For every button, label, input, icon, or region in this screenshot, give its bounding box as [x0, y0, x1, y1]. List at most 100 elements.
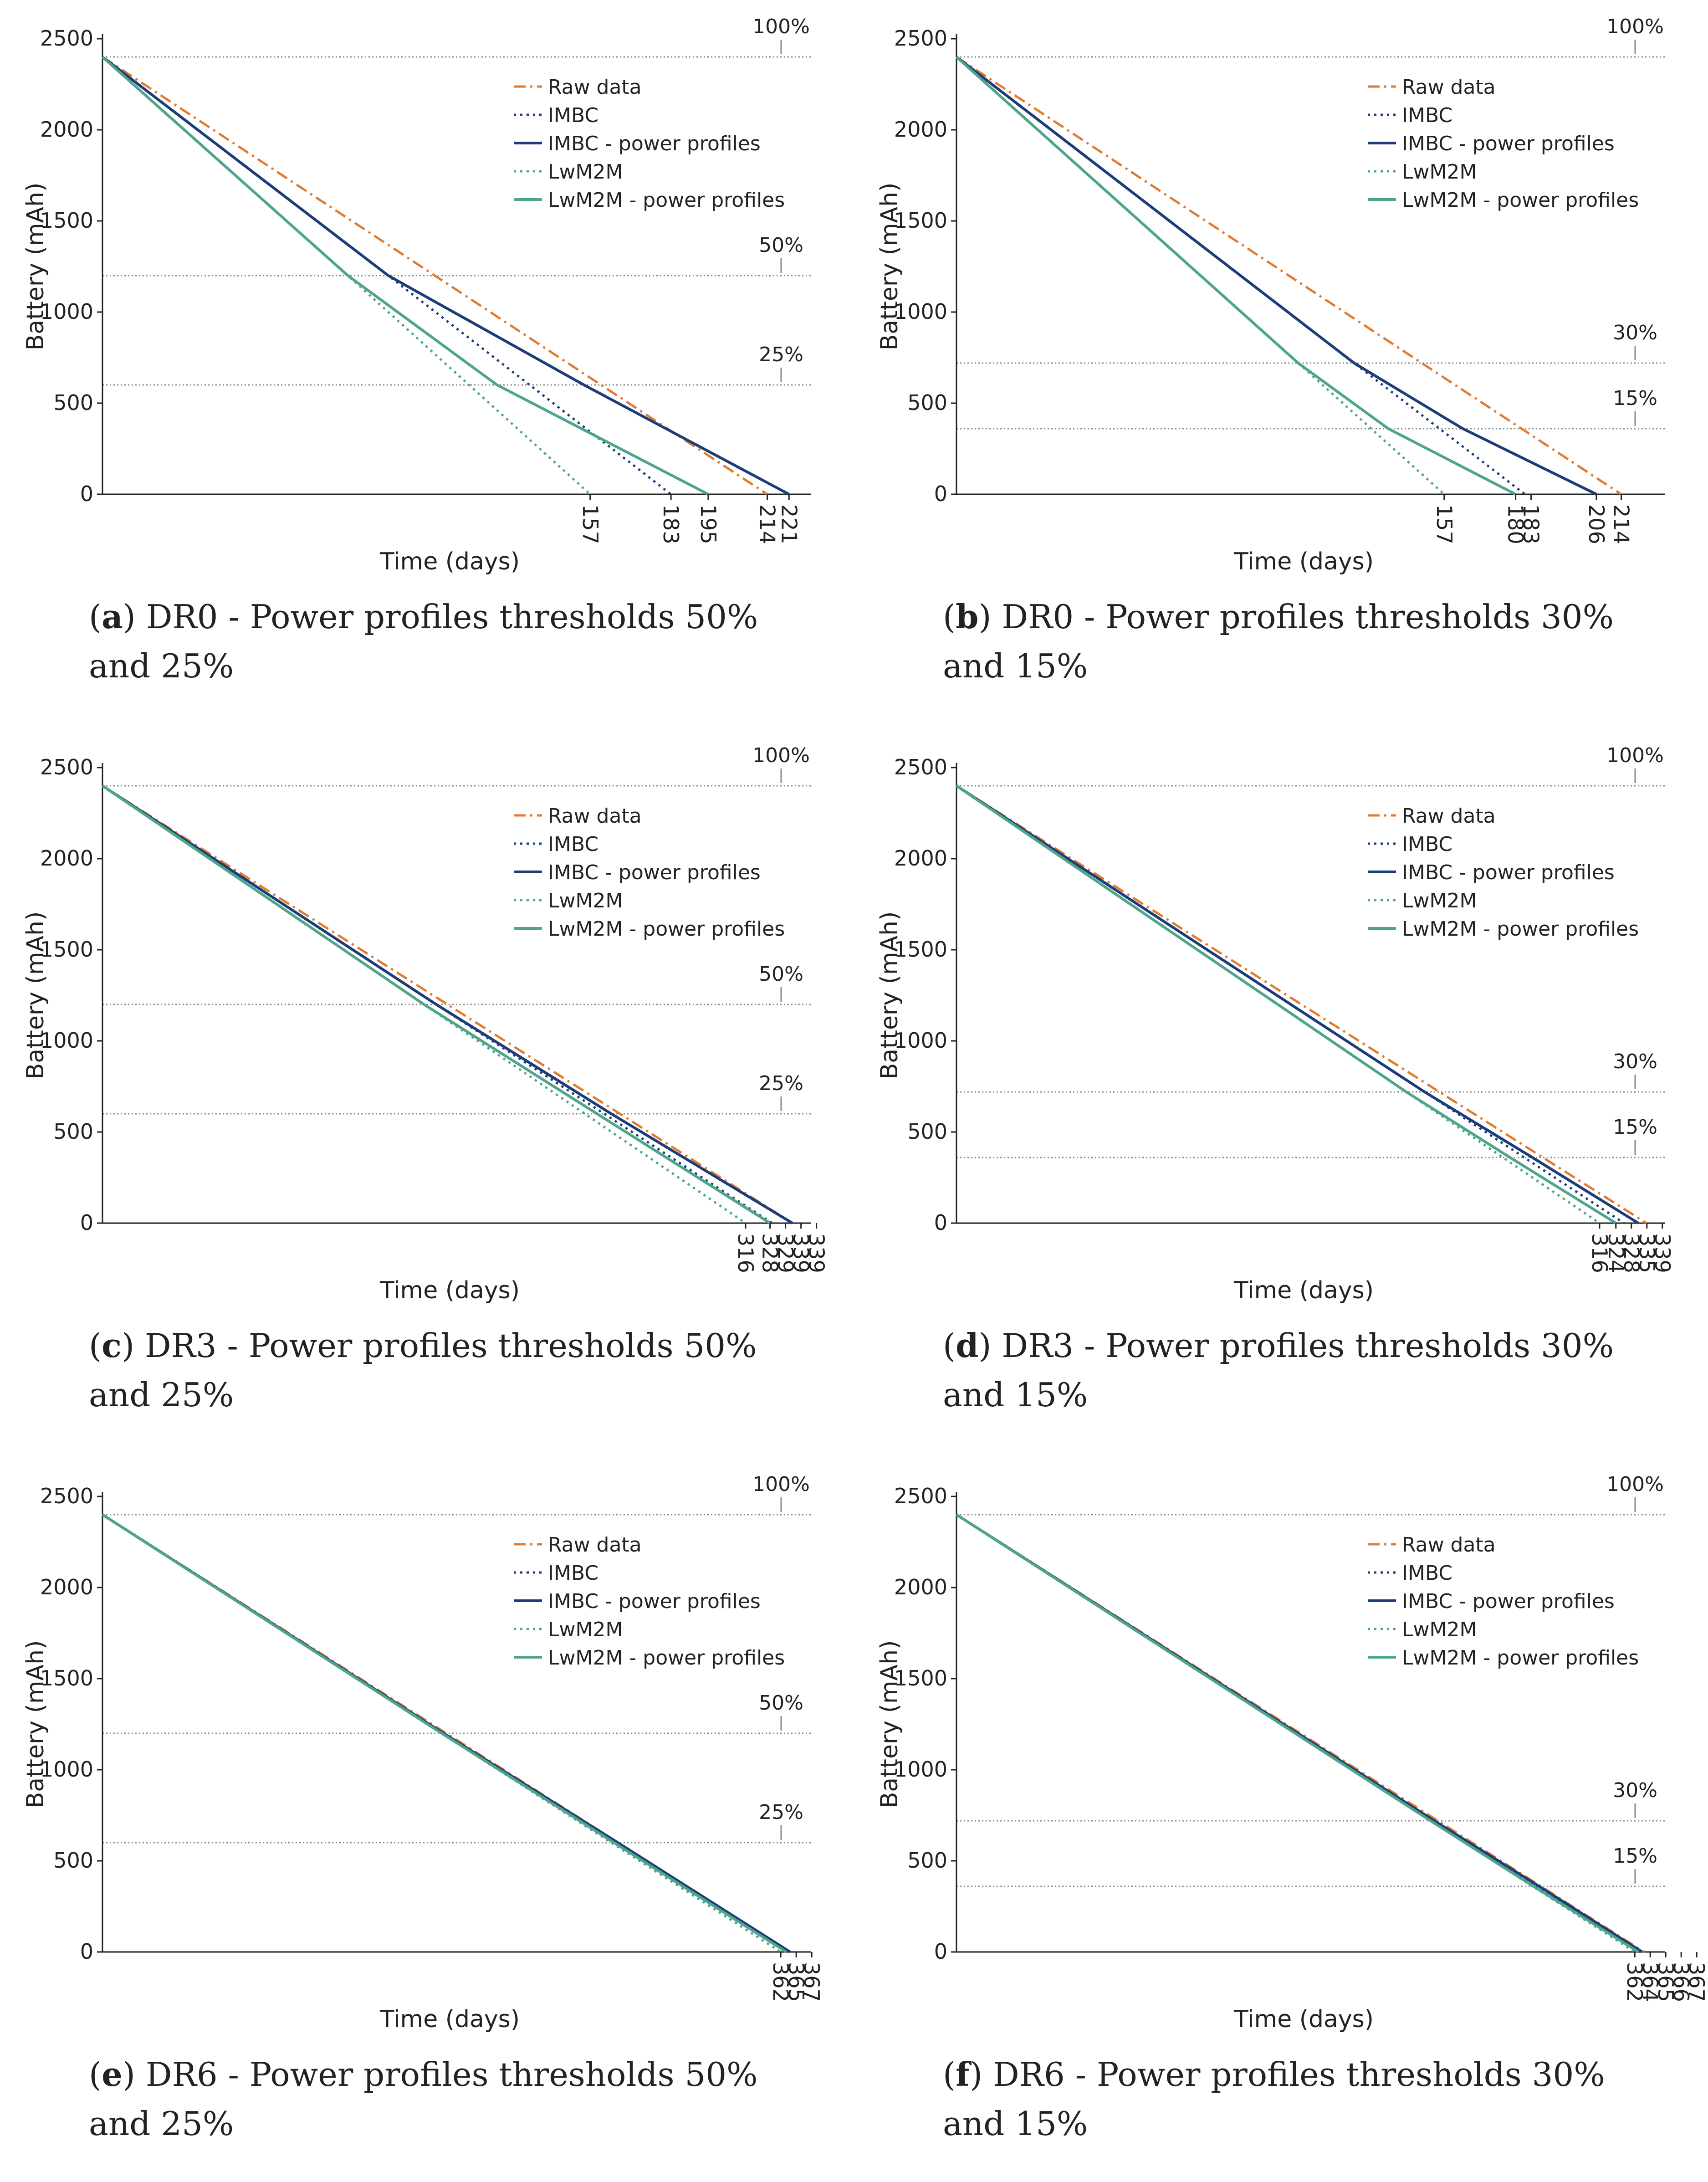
x-tick-label: 362 [1622, 1962, 1647, 2002]
x-axis-title: Time (days) [1233, 548, 1374, 575]
x-tick-label: 214 [1609, 504, 1634, 544]
y-tick-label: 2000 [894, 117, 947, 142]
legend-label: Raw data [548, 804, 642, 828]
y-tick-label: 500 [907, 1848, 947, 1873]
y-tick-label: 1000 [894, 1757, 947, 1782]
x-tick-label: 183 [659, 504, 683, 544]
legend-label: LwM2M - power profiles [548, 1646, 785, 1670]
reference-label: 30% [1613, 1050, 1657, 1073]
y-tick-label: 1500 [40, 1666, 93, 1690]
y-tick-label: 1000 [40, 1757, 93, 1782]
legend-label: IMBC [1402, 104, 1452, 127]
legend-label: IMBC [548, 104, 598, 127]
y-tick-label: 500 [53, 1119, 93, 1144]
legend-label: LwM2M [1402, 1618, 1477, 1641]
legend-label: Raw data [548, 76, 642, 99]
legend-label: IMBC - power profiles [548, 861, 761, 884]
y-tick-label: 1500 [40, 937, 93, 962]
reference-label: 50% [759, 234, 803, 257]
y-tick-label: 0 [80, 1210, 93, 1235]
reference-label: 25% [759, 1072, 803, 1095]
x-axis-title: Time (days) [379, 548, 520, 575]
x-tick-label: 180 [1503, 504, 1528, 544]
series-line [102, 56, 790, 496]
caption-f: (f) DR6 - Power profiles thresholds 30% … [943, 2055, 1605, 2143]
series-line [102, 56, 768, 496]
reference-label: 25% [759, 1801, 803, 1824]
series-line [102, 56, 709, 496]
x-tick-label: 365 [1653, 1962, 1678, 2002]
legend-label: IMBC [548, 1562, 598, 1585]
chart-panel-b: 100% 30% 15% 0 500 1000 1500 2000 2500 157 180 183 2… [854, 0, 1708, 724]
legend: Raw data IMBC IMBC - power profiles LwM2M Lw… [1368, 1533, 1639, 1670]
caption-d: (d) DR3 - Power profiles thresholds 30% … [943, 1326, 1614, 1414]
legend-label: IMBC - power profiles [548, 132, 761, 155]
chart-panel-f: 100% 30% 15% 0 500 1000 1500 2000 2500 362 364 365 3… [854, 1458, 1708, 2182]
x-axis-title: Time (days) [1233, 2006, 1374, 2033]
y-tick-label: 2000 [40, 846, 93, 871]
legend-label: IMBC - power profiles [1402, 1590, 1615, 1613]
y-tick-label: 1000 [894, 299, 947, 324]
series-line [956, 784, 1617, 1224]
y-tick-label: 1500 [40, 208, 93, 233]
legend-label: IMBC [1402, 833, 1452, 856]
y-axis-title: Battery (mAh) [22, 183, 49, 351]
x-tick-label: 364 [1638, 1962, 1662, 2002]
legend-label: LwM2M - power profiles [548, 189, 785, 212]
legend-label: IMBC - power profiles [1402, 861, 1615, 884]
series-line [102, 1513, 788, 1953]
legend-label: Raw data [1402, 1533, 1496, 1557]
chart-panel-e: 100% 50% 25% 0 500 1000 1500 2000 2500 362 365 367 T… [0, 1458, 854, 2182]
chart-panel-a: 100% 50% 25% 0 500 1000 1500 2000 2500 157 183 195 2… [0, 0, 854, 724]
legend-label: Raw data [548, 1533, 642, 1557]
y-tick-label: 0 [934, 481, 947, 506]
y-axis-title: Battery (mAh) [876, 183, 903, 351]
reference-label: 30% [1613, 1779, 1657, 1802]
x-axis-title: Time (days) [1233, 1277, 1374, 1304]
caption-e: (e) DR6 - Power profiles thresholds 50% … [89, 2055, 758, 2143]
x-tick-label: 339 [789, 1233, 813, 1273]
y-tick-label: 2500 [40, 755, 93, 779]
legend: Raw data IMBC IMBC - power profiles LwM2M Lw… [1368, 76, 1639, 212]
legend-label: LwM2M [548, 160, 623, 184]
x-tick-label: 339 [1650, 1233, 1675, 1273]
reference-label: 15% [1613, 1116, 1657, 1139]
series-line [102, 784, 793, 1224]
y-tick-label: 0 [80, 481, 93, 506]
y-tick-label: 1000 [40, 299, 93, 324]
legend-label: LwM2M [1402, 160, 1477, 184]
series-line [956, 784, 1647, 1224]
reference-label: 50% [759, 963, 803, 986]
y-tick-label: 2000 [40, 1575, 93, 1599]
legend-label: IMBC [548, 833, 598, 856]
reference-label: 15% [1613, 387, 1657, 410]
chart-c: 100% 50% 25% 0 500 1000 1500 2000 2500 316 3283293… [22, 744, 829, 1304]
x-tick-label: 328 [1619, 1233, 1644, 1273]
reference-label: 100% [1606, 15, 1664, 38]
legend: Raw data IMBC IMBC - power profiles LwM2M Lw… [514, 804, 785, 941]
y-tick-label: 2500 [894, 755, 947, 779]
caption-b: (b) DR0 - Power profiles thresholds 30% … [943, 597, 1614, 685]
legend-label: Raw data [1402, 804, 1496, 828]
y-tick-label: 0 [934, 1210, 947, 1235]
reference-label: 30% [1613, 321, 1657, 344]
legend-label: LwM2M - power profiles [1402, 189, 1639, 212]
series-line [956, 784, 1639, 1224]
x-axis-title: Time (days) [379, 1277, 520, 1304]
y-tick-label: 500 [53, 390, 93, 415]
series-line [956, 1513, 1639, 1953]
chart-f: 100% 30% 15% 0 500 1000 1500 2000 2500 3623643653… [876, 1473, 1708, 2033]
x-tick-label: 324 [1604, 1233, 1628, 1273]
x-tick-label: 221 [777, 504, 801, 544]
y-tick-label: 2500 [894, 26, 947, 51]
x-tick-label: 362 [768, 1962, 793, 2002]
legend-label: Raw data [1402, 76, 1496, 99]
y-tick-label: 2500 [894, 1484, 947, 1508]
series-line [956, 56, 1622, 496]
reference-label: 100% [1606, 744, 1664, 767]
reference-label: 100% [752, 744, 810, 767]
y-tick-label: 2000 [894, 1575, 947, 1599]
x-axis-title: Time (days) [379, 2006, 520, 2033]
